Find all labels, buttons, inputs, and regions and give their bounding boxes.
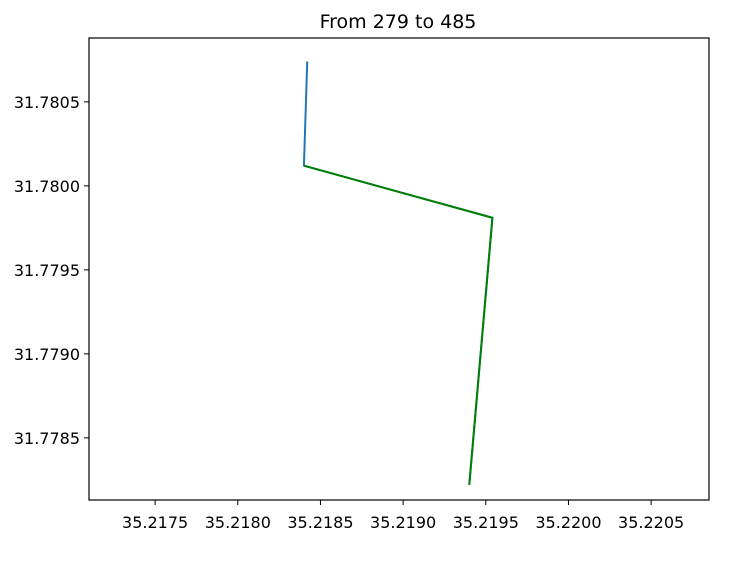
y-tick-label: 31.7805 xyxy=(14,93,80,112)
x-tick-label: 35.2195 xyxy=(453,513,519,532)
x-tick-label: 35.2200 xyxy=(535,513,601,532)
series-line-1 xyxy=(302,61,494,485)
chart-title: From 279 to 485 xyxy=(320,11,477,33)
y-tick-label: 31.7790 xyxy=(14,345,80,364)
y-tick-label: 31.7795 xyxy=(14,261,80,280)
y-tick-label: 31.7800 xyxy=(14,177,80,196)
series-layer xyxy=(302,61,494,485)
x-tick-label: 35.2180 xyxy=(205,513,271,532)
x-tick-label: 35.2175 xyxy=(122,513,188,532)
x-tick-label: 35.2190 xyxy=(370,513,436,532)
x-axis: 35.2175 35.2180 35.2185 35.2190 35.2195 35.22… xyxy=(122,500,684,532)
series-line-2 xyxy=(303,164,494,485)
y-tick-label: 31.7785 xyxy=(14,429,80,448)
x-tick-label: 35.2185 xyxy=(287,513,353,532)
plot-frame xyxy=(88,37,710,501)
x-tick-label: 35.2205 xyxy=(618,513,684,532)
y-axis: 31.7805 31.7800 31.7795 31.7790 31.7785 xyxy=(14,93,89,448)
